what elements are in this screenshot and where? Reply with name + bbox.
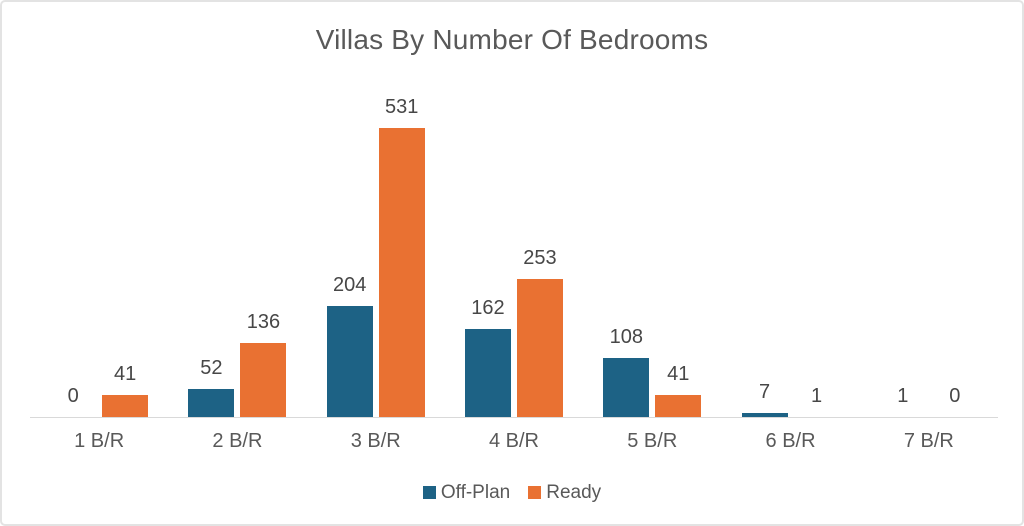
bar-off-plan-4-b-r: [464, 329, 511, 417]
legend-item-off-plan: Off-Plan: [422, 481, 511, 504]
chart-title: Villas By Number Of Bedrooms: [315, 24, 709, 55]
bar-slot-ready-3-b-r: 531: [378, 96, 425, 417]
legend-item-ready: Ready: [528, 481, 601, 504]
bar-slot-ready-4-b-r: 253: [516, 97, 563, 417]
bar-pair-4-b-r: 162 253: [464, 97, 563, 417]
bar-pair-3-b-r: 204 531: [326, 96, 425, 417]
bar-slot-ready-6-b-r: 1: [794, 97, 840, 417]
data-label-ready-2-b-r: 136: [246, 311, 281, 333]
data-label-off-plan-6-b-r: 7: [758, 381, 771, 403]
x-axis-label-5-b-r: 5 B/R: [627, 430, 678, 452]
bar-slot-ready-5-b-r: 41: [655, 97, 702, 417]
x-axis-label-1-b-r: 1 B/R: [74, 430, 125, 452]
legend-label-off-plan: Off-Plan: [440, 482, 511, 503]
data-label-ready-1-b-r: 41: [114, 363, 137, 385]
category-group-3-b-r: 204 531: [307, 96, 445, 417]
legend-label-ready: Ready: [546, 482, 602, 503]
category-group-2-b-r: 52 136: [168, 97, 306, 417]
bar-ready-3-b-r: [378, 128, 425, 417]
category-group-5-b-r: 108 41: [583, 97, 721, 417]
bar-off-plan-6-b-r: [741, 413, 788, 417]
bar-ready-1-b-r: [102, 395, 149, 417]
x-axis-label-3-b-r: 3 B/R: [350, 430, 401, 452]
data-label-ready-3-b-r: 531: [385, 96, 419, 118]
x-axis-label-2-b-r: 2 B/R: [212, 430, 263, 452]
data-label-ready-4-b-r: 253: [523, 247, 557, 269]
bar-off-plan-3-b-r: [326, 306, 373, 417]
bar-pair-5-b-r: 108 41: [603, 97, 702, 417]
bar-ready-4-b-r: [516, 279, 563, 417]
bar-ready-5-b-r: [655, 395, 702, 417]
data-label-off-plan-5-b-r: 108: [609, 326, 643, 348]
category-group-1-b-r: 0 41: [30, 97, 168, 417]
x-axis-label-7-b-r: 7 B/R: [903, 430, 954, 452]
bar-pair-2-b-r: 52 136: [188, 97, 287, 417]
data-label-ready-7-b-r: 0: [949, 385, 961, 407]
bar-slot-off-plan-2-b-r: 52: [188, 97, 235, 417]
data-label-off-plan-4-b-r: 162: [471, 297, 505, 319]
data-label-ready-6-b-r: 1: [810, 385, 823, 407]
x-axis-label-4-b-r: 4 B/R: [488, 430, 539, 452]
bar-slot-ready-7-b-r: 0: [932, 97, 978, 417]
data-label-ready-5-b-r: 41: [667, 363, 690, 385]
data-label-off-plan-3-b-r: 204: [333, 274, 367, 296]
bar-slot-off-plan-7-b-r: 1: [880, 97, 926, 417]
x-axis-labels: 1 B/R 2 B/R 3 B/R 4 B/R 5 B/R 6 B/R 7 B/R: [30, 429, 998, 453]
bar-slot-off-plan-6-b-r: 7: [741, 97, 788, 417]
data-label-off-plan-7-b-r: 1: [897, 385, 909, 407]
legend-swatch-ready-icon: [528, 486, 542, 499]
data-label-off-plan-1-b-r: 0: [67, 385, 79, 407]
bar-slot-off-plan-1-b-r: 0: [50, 97, 96, 417]
bar-off-plan-2-b-r: [188, 389, 235, 417]
bar-pair-1-b-r: 0 41: [50, 97, 149, 417]
category-group-4-b-r: 162 253: [445, 97, 583, 417]
x-axis-line: [30, 417, 998, 418]
bar-slot-off-plan-5-b-r: 108: [603, 97, 650, 417]
bar-slot-off-plan-4-b-r: 162: [464, 97, 511, 417]
legend-swatch-off-plan-icon: [422, 486, 436, 499]
data-label-off-plan-2-b-r: 52: [200, 357, 223, 379]
bar-slot-off-plan-3-b-r: 204: [326, 97, 373, 417]
plot-area: 0 41 52 136 204 531 162 253 108 41 7 1 1 0: [30, 96, 998, 417]
legend: Off-Plan Ready: [2, 481, 1022, 504]
x-axis-label-6-b-r: 6 B/R: [765, 430, 816, 452]
bar-slot-ready-2-b-r: 136: [240, 97, 287, 417]
bar-off-plan-5-b-r: [603, 358, 650, 417]
bar-slot-ready-1-b-r: 41: [102, 97, 149, 417]
bar-ready-2-b-r: [240, 343, 287, 417]
